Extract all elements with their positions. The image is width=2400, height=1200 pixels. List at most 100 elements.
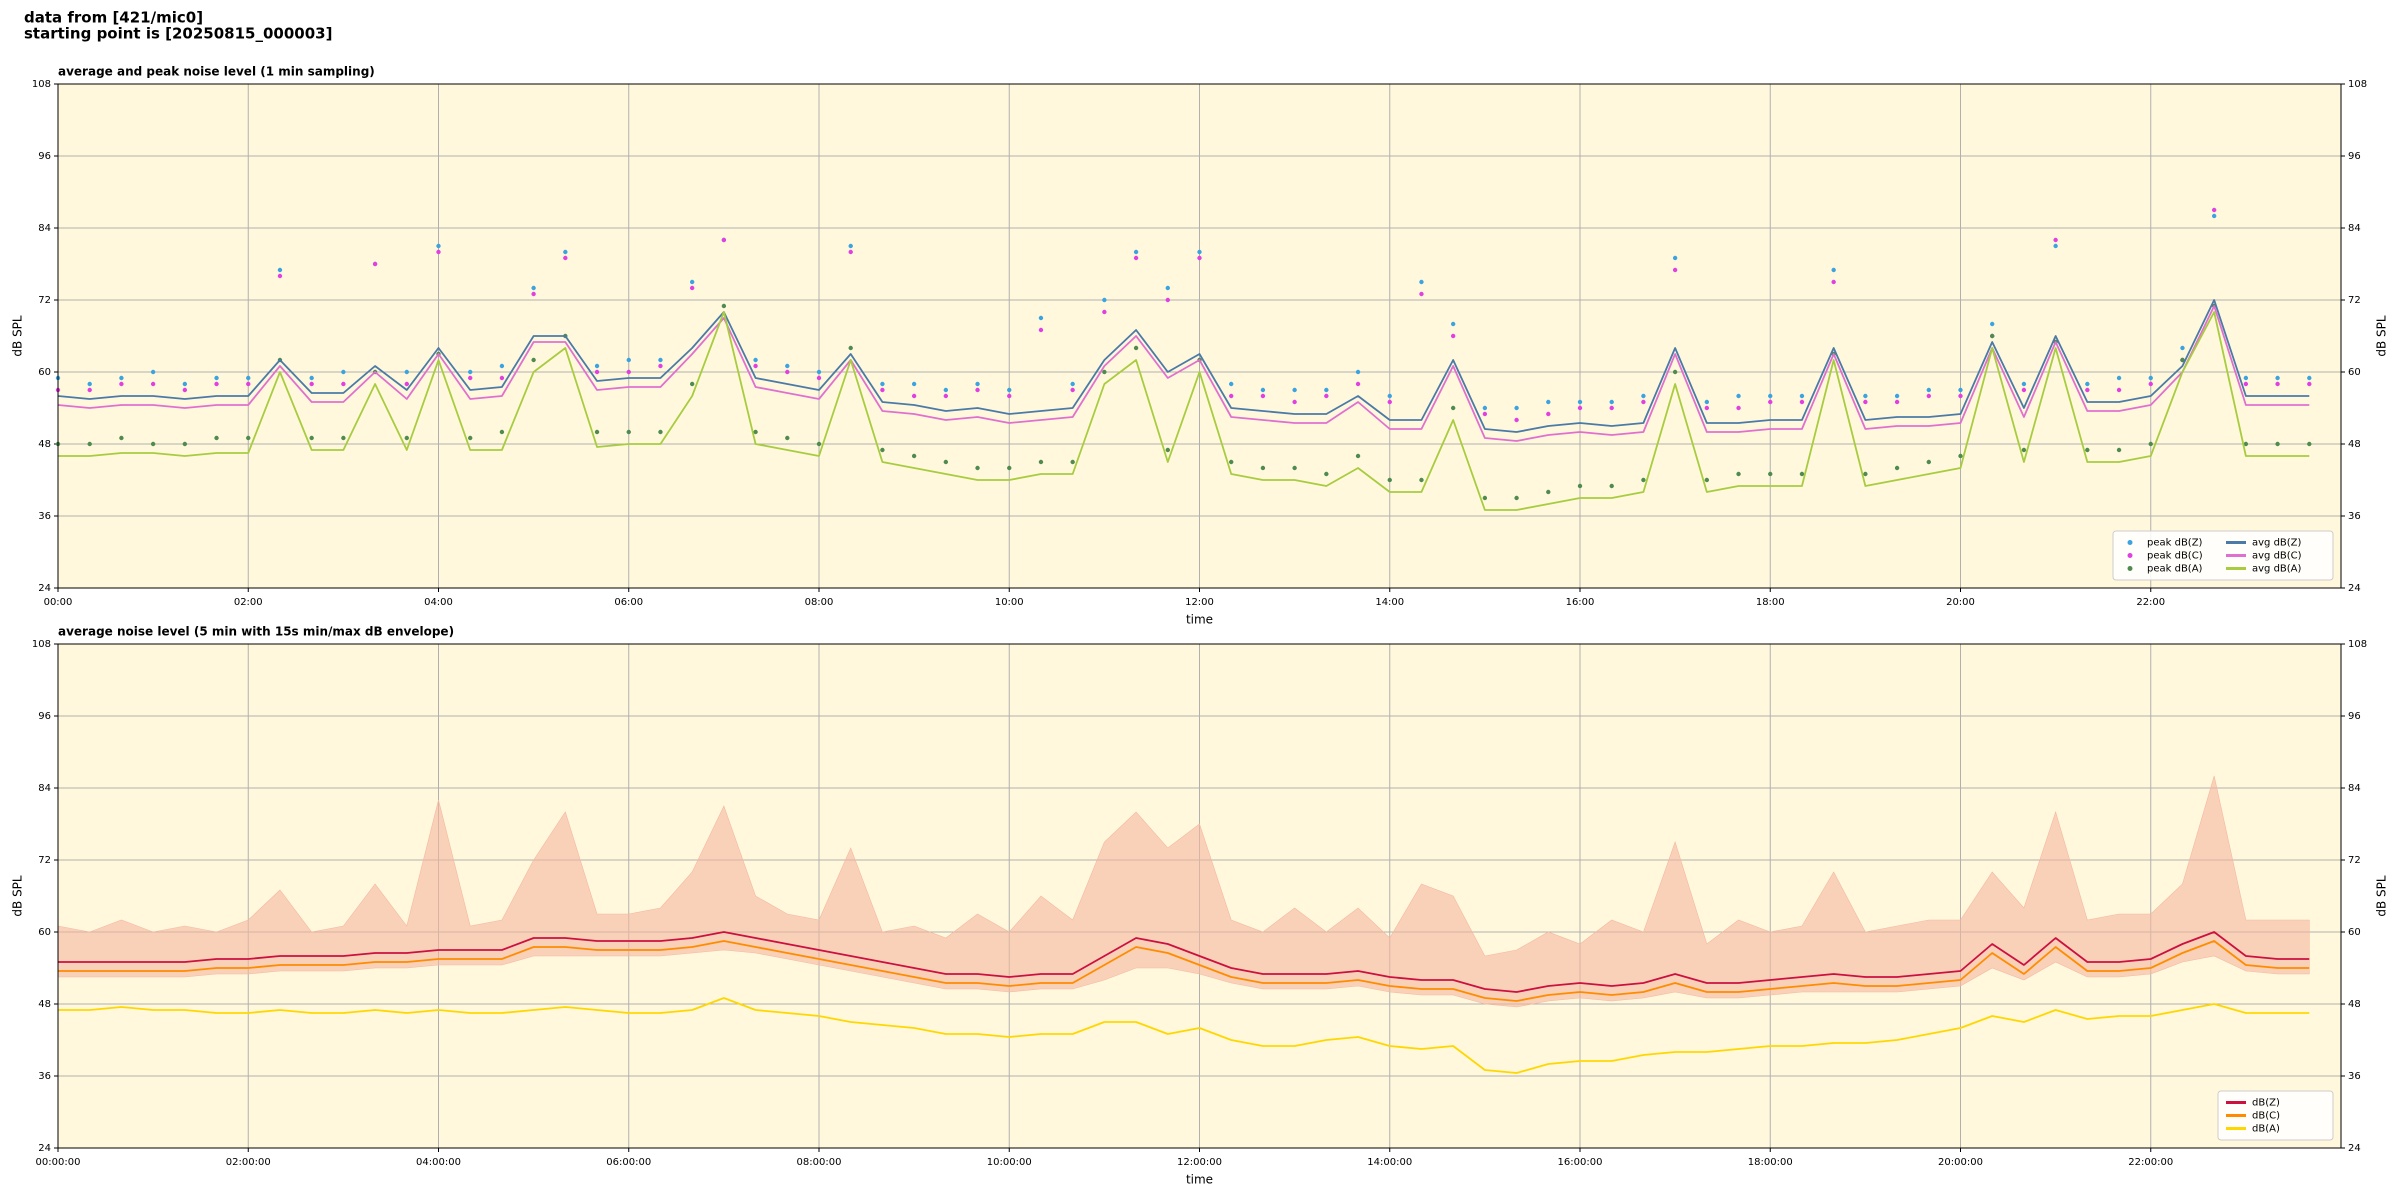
peak-point <box>2307 375 2312 381</box>
legend-label: peak dB(C) <box>2147 551 2203 562</box>
peak-point <box>1768 471 1773 477</box>
peak-point <box>1609 483 1614 489</box>
x-tick-label: 16:00 <box>1566 597 1595 608</box>
peak-point <box>1641 393 1646 399</box>
peak-point <box>1197 249 1202 255</box>
x-tick-label: 08:00 <box>805 597 834 608</box>
peak-point <box>1450 405 1456 411</box>
peak-point <box>1768 393 1773 399</box>
y-tick-label: 84 <box>38 223 51 234</box>
peak-point <box>1672 267 1678 273</box>
x-tick-label: 14:00 <box>1375 597 1404 608</box>
axes-frame <box>57 643 2342 1149</box>
x-tick-label: 20:00 <box>1946 597 1975 608</box>
peak-point <box>1609 405 1614 411</box>
legend-label: dB(C) <box>2252 1111 2280 1122</box>
y-tick-label: 108 <box>2348 639 2367 650</box>
peak-point <box>2307 441 2312 447</box>
x-axis-label: time <box>1186 1173 1213 1187</box>
peak-point <box>182 441 188 447</box>
peak-point <box>563 249 568 255</box>
peak-point <box>1260 465 1266 471</box>
peak-point <box>594 429 600 435</box>
peak-point <box>1641 399 1646 405</box>
x-tick-label: 22:00 <box>2136 597 2165 608</box>
legend-box <box>2217 1090 2334 1141</box>
peak-point <box>246 375 251 381</box>
y-axis-label: dB SPL <box>11 315 25 357</box>
peak-point <box>1831 279 1836 285</box>
peak-point <box>1387 477 1392 483</box>
peak-point <box>753 363 758 369</box>
peak-point <box>1197 255 1202 261</box>
y-tick-label: 48 <box>38 439 51 450</box>
x-tick-label: 08:00:00 <box>797 1157 842 1168</box>
peak-point <box>753 357 758 363</box>
legend-label: peak dB(A) <box>2147 564 2203 575</box>
peak-point <box>1355 369 1361 375</box>
peak-point <box>404 369 409 375</box>
y-tick-label: 108 <box>32 79 51 90</box>
peak-point <box>499 375 505 381</box>
peak-point <box>2180 357 2185 363</box>
x-tick-label: 18:00 <box>1756 597 1785 608</box>
y-tick-label: 84 <box>2348 783 2361 794</box>
legend-box <box>2112 530 2334 581</box>
peak-point <box>182 381 188 387</box>
peak-point <box>372 261 378 267</box>
legend-label: dB(A) <box>2252 1124 2280 1135</box>
peak-point <box>848 345 853 351</box>
peak-point <box>277 267 283 273</box>
peak-point <box>2243 375 2249 381</box>
peak-point <box>1736 405 1741 411</box>
peak-point <box>1292 399 1297 405</box>
peak-point <box>1133 345 1139 351</box>
x-tick-label: 16:00:00 <box>1558 1157 1603 1168</box>
peak-point <box>404 381 409 387</box>
peak-point <box>1070 387 1075 393</box>
peak-point <box>1546 399 1551 405</box>
legend-label: dB(Z) <box>2252 1098 2280 1109</box>
peak-point <box>626 429 631 435</box>
y-tick-label: 96 <box>2348 151 2361 162</box>
peak-point <box>1704 399 1710 405</box>
peak-point <box>2021 381 2027 387</box>
peak-point <box>975 381 980 387</box>
peak-point <box>1736 471 1741 477</box>
y-axis-label: dB SPL <box>11 875 25 917</box>
peak-point <box>1133 249 1139 255</box>
series-line <box>58 940 2310 1002</box>
peak-point <box>1577 483 1583 489</box>
peak-point <box>1355 381 1361 387</box>
y-tick-label: 24 <box>2348 1143 2361 1154</box>
peak-point <box>658 429 663 435</box>
peak-point <box>1165 297 1170 303</box>
peak-point <box>2116 387 2122 393</box>
peak-point <box>531 291 536 297</box>
peak-point <box>2085 447 2090 453</box>
peak-point <box>1482 495 1488 501</box>
peak-point <box>848 249 853 255</box>
peak-point <box>1863 393 1868 399</box>
peak-point <box>689 381 695 387</box>
x-tick-label: 00:00 <box>44 597 73 608</box>
legend-marker <box>2127 540 2133 545</box>
peak-point <box>2211 213 2217 219</box>
peak-point <box>2275 381 2280 387</box>
peak-point <box>1450 321 1456 327</box>
y-tick-label: 60 <box>2348 927 2361 938</box>
legend-label: peak dB(Z) <box>2147 538 2203 549</box>
legend: dB(Z) dB(C) dB(A) <box>2217 1090 2334 1141</box>
legend-marker <box>2127 553 2133 558</box>
x-tick-label: 02:00:00 <box>226 1157 271 1168</box>
peak-point <box>150 441 156 447</box>
peak-point <box>1546 489 1551 495</box>
peak-point <box>468 375 473 381</box>
peak-point <box>1894 399 1900 405</box>
chart-title: average noise level (5 min with 15s min/… <box>58 625 454 639</box>
peak-point <box>848 243 853 249</box>
peak-point <box>87 441 92 447</box>
peak-point <box>1799 471 1805 477</box>
x-tick-label: 00:00:00 <box>36 1157 81 1168</box>
series-line <box>58 931 2310 993</box>
